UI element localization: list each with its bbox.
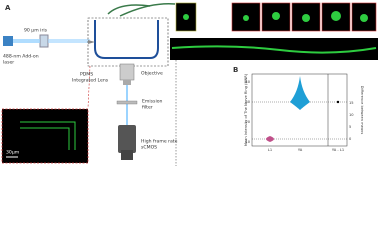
y-tick-label: 10 (245, 140, 250, 144)
lens-label: Integrated Lens (72, 78, 109, 84)
filter-label: filter (142, 105, 153, 111)
filter-label: Emission (142, 99, 163, 105)
y-tick-label: 40 (245, 80, 250, 84)
objective-label: Objective (141, 71, 163, 77)
y-tick-label: 30 (245, 100, 250, 104)
violin-plot (251, 73, 348, 147)
axis-ticks: 10 20 30 40 0 5 10 15 L1 YA YA - L1 (245, 80, 354, 152)
camera-label: sCMOS (141, 145, 157, 151)
setup-diagram (1, 3, 176, 164)
y2-tick-label: 5 (349, 125, 351, 129)
y2-tick-label: 0 (349, 137, 352, 141)
y-axis-label: Mean Intensity of The Nerve Ring (MNR) (244, 73, 248, 146)
y2-tick-label: 15 (349, 101, 354, 105)
panel-label: B (233, 66, 238, 74)
x-tick-label: YA - L1 (332, 148, 344, 152)
y2-tick-label: 10 (349, 113, 354, 117)
micrographs (170, 2, 378, 166)
lens-label: PDMS (80, 72, 93, 78)
y-tick-label: 20 (245, 120, 250, 124)
figure: A 90 µm iris 488-nm Add-on laser PDMS In… (1, 2, 378, 166)
x-tick-label: L1 (268, 148, 272, 152)
laser-label: laser (3, 60, 14, 66)
iris-label: 90 µm iris (24, 28, 48, 34)
x-tick-label: YA (298, 148, 303, 152)
y2-axis-label: Difference between means (360, 86, 364, 135)
panel-label: A (5, 4, 11, 12)
laser-label: 488-nm Add-on (3, 54, 39, 60)
scale-bar-label: 30µm (6, 150, 20, 156)
camera-label: High frame rate (141, 139, 178, 145)
